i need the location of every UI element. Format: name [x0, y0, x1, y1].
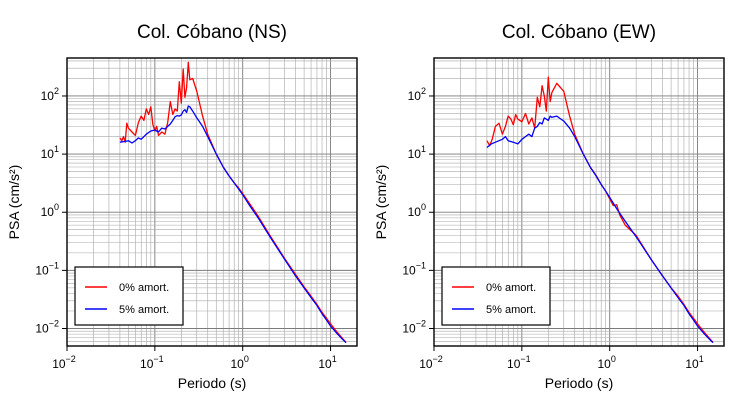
x-tick-label: 101 [318, 354, 336, 371]
x-tick-label: 10−1 [140, 354, 164, 371]
x-tick-label: 10−2 [419, 354, 443, 371]
legend: 0% amort. 5% amort. [441, 266, 551, 326]
legend: 0% amort. 5% amort. [74, 266, 184, 326]
legend-label: 0% amort. [119, 282, 169, 294]
x-ticks: 10−2 10−1 100 101 [52, 346, 337, 371]
y-tick-label: 101 [408, 144, 426, 161]
axes-frame [433, 57, 725, 347]
x-axis-label: Periodo (s) [178, 375, 246, 391]
legend-label: 0% amort. [486, 282, 536, 294]
y-tick-label: 100 [408, 202, 426, 219]
y-axis-label: PSA (cm/s²) [6, 165, 22, 240]
x-tick-label: 100 [231, 354, 249, 371]
y-tick-label: 10−1 [402, 260, 426, 277]
series-line-blue [486, 115, 714, 344]
x-tick-label: 10−2 [52, 354, 76, 371]
legend-box [74, 266, 184, 326]
y-tick-label: 101 [41, 144, 59, 161]
chart-title: Col. Cóbano (EW) [502, 22, 656, 43]
x-tick-label: 10−1 [507, 354, 531, 371]
x-ticks: 10−2 10−1 100 101 [419, 346, 704, 371]
legend-label: 5% amort. [486, 304, 536, 316]
y-ticks: 10−2 10−1 100 101 102 [35, 86, 67, 336]
series-line-red [119, 61, 347, 343]
chart-panel-2: 10−2 10−1 100 101 10−2 10−1 100 101 102 Col. Cóba… [373, 22, 725, 391]
x-tick-label: 101 [685, 354, 703, 371]
y-ticks: 10−2 10−1 100 101 102 [402, 86, 434, 336]
chart-title: Col. Cóbano (NS) [137, 22, 287, 43]
y-tick-label: 102 [408, 86, 426, 103]
y-tick-label: 10−1 [35, 260, 59, 277]
chart-panel-1: 10−2 10−1 100 101 10−2 10−1 100 101 102 Col. Cóba… [6, 22, 358, 391]
legend-box [441, 266, 551, 326]
y-tick-label: 100 [41, 202, 59, 219]
x-tick-label: 100 [598, 354, 616, 371]
y-tick-label: 102 [41, 86, 59, 103]
y-axis-label: PSA (cm/s²) [373, 165, 389, 240]
y-tick-label: 10−2 [35, 319, 59, 336]
axes-frame [66, 57, 358, 347]
x-axis-label: Periodo (s) [545, 375, 613, 391]
legend-label: 5% amort. [119, 304, 169, 316]
y-tick-label: 10−2 [402, 319, 426, 336]
series-line-blue [119, 105, 347, 344]
